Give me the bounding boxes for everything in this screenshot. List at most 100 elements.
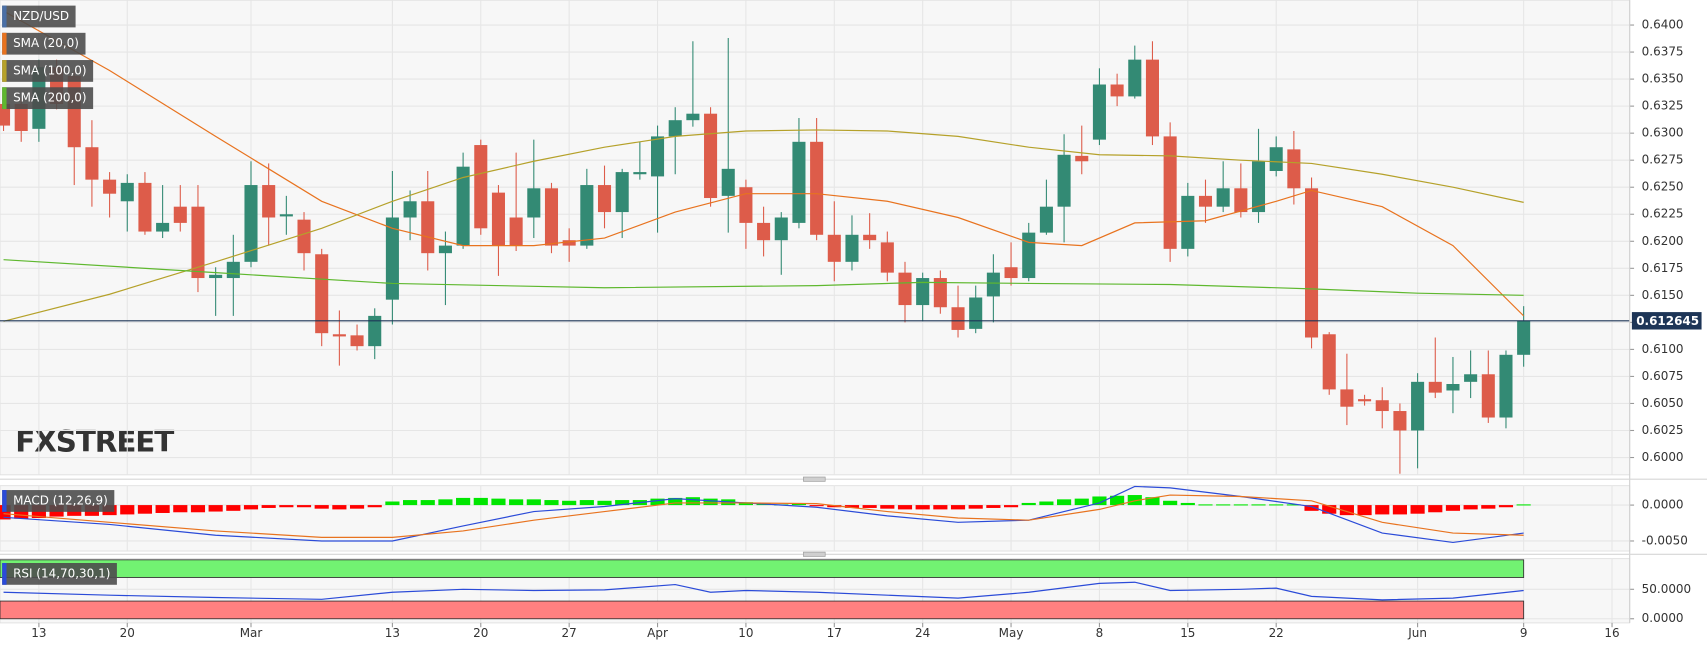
x-tick-label: May: [999, 626, 1024, 640]
y-tick-label: 0.6325: [1642, 99, 1684, 113]
candle-body: [1481, 374, 1495, 418]
rsi-line: [3, 581, 1524, 601]
candle-body: [1375, 400, 1389, 412]
macd-histogram-bar: [1375, 505, 1390, 515]
macd-histogram-bar: [1428, 505, 1443, 513]
candle-body: [1004, 267, 1018, 279]
legend-box: [2, 563, 117, 585]
candle-body: [615, 172, 629, 213]
candle-body: [792, 141, 806, 223]
macd-histogram-bar: [1145, 497, 1160, 506]
candle-body: [774, 217, 788, 241]
candle-body: [845, 234, 859, 262]
y-tick-label: 0.6100: [1642, 342, 1684, 356]
x-tick-label: Mar: [240, 626, 263, 640]
y-tick-label: 0.6400: [1642, 18, 1684, 32]
candle-body: [668, 120, 682, 137]
candle-body: [421, 201, 435, 254]
macd-histogram-bar: [1127, 495, 1142, 506]
macd-histogram-bar: [897, 505, 913, 510]
panel-backgrounds: FXSTREET: [0, 0, 1631, 624]
panel-dividers: [0, 476, 1707, 557]
macd-histogram-bar: [933, 505, 948, 510]
macd-histogram-bar: [0, 505, 11, 520]
candle-body: [1181, 195, 1195, 249]
candle-body: [827, 234, 841, 262]
candle-body: [1198, 195, 1213, 207]
legend-label: SMA (200,0): [13, 91, 87, 105]
y-tick-label: 50.0000: [1642, 582, 1692, 596]
legend-label: MACD (12,26,9): [13, 493, 108, 507]
y-tick-label: -0.0050: [1642, 533, 1688, 547]
last-price-tag: [1631, 312, 1702, 330]
macd-histogram-bar: [1092, 496, 1107, 506]
macd-histogram-bar: [456, 497, 471, 506]
legend-swatch: [2, 60, 7, 82]
x-tick-label: 13: [385, 626, 400, 640]
legend-swatch: [2, 563, 7, 585]
candle-body: [527, 188, 541, 218]
candle-body: [1234, 188, 1248, 213]
macd-histogram-bar: [791, 503, 807, 506]
macd-histogram-bar: [950, 505, 966, 510]
candle-body: [1358, 399, 1372, 402]
y-tick-label: 0.6350: [1642, 72, 1684, 86]
macd-histogram-bar: [986, 505, 1001, 508]
y-tick-label: 0.6225: [1642, 207, 1684, 221]
y-tick-label: 0.6050: [1642, 396, 1684, 410]
macd-histogram-bar: [685, 497, 700, 506]
candle-body: [1446, 384, 1460, 391]
panel-background: [0, 485, 1631, 552]
macd-histogram-bar: [738, 502, 753, 506]
macd-histogram-bar: [1322, 505, 1337, 514]
resize-handle[interactable]: [803, 551, 826, 557]
macd-histogram-bar: [1039, 501, 1054, 506]
rsi-band: [0, 600, 1525, 620]
sma-line: [3, 259, 1524, 296]
macd-histogram-bar: [1233, 504, 1248, 506]
macd-histogram-bar: [385, 501, 400, 506]
x-tick-label: 20: [473, 626, 488, 640]
candle-body: [1269, 147, 1283, 172]
x-tick-label: 24: [915, 626, 930, 640]
macd-histogram-bar: [1251, 504, 1266, 506]
macd-histogram-bar: [1180, 502, 1195, 506]
macd-histogram-bar: [1498, 505, 1514, 508]
candle-body: [757, 222, 771, 241]
candle-body: [85, 147, 99, 180]
candle-body: [863, 234, 877, 241]
candle-body: [173, 206, 187, 223]
x-tick-label: 27: [562, 626, 577, 640]
y-tick-label: 0.6025: [1642, 423, 1684, 437]
resize-handle[interactable]: [803, 476, 826, 482]
candle-body: [209, 274, 223, 279]
candle-body: [916, 278, 930, 306]
y-tick-label: 0.6075: [1642, 369, 1684, 383]
macd-histogram-bar: [668, 497, 683, 506]
macd-histogram-bar: [615, 500, 630, 506]
y-tick-label: 0.6200: [1642, 234, 1684, 248]
macd-histogram-bar: [562, 500, 577, 506]
macd-histogram-bar: [367, 505, 382, 508]
candle-body: [810, 141, 824, 235]
macd-histogram-bar: [1357, 505, 1372, 516]
candle-body: [297, 219, 311, 254]
candle-body: [350, 335, 364, 347]
macd-histogram-bar: [173, 505, 188, 513]
macd-histogram-bar: [120, 505, 135, 515]
macd-histogram-bar: [1392, 505, 1407, 515]
macd-histogram-bar: [296, 505, 312, 508]
macd-histogram-bar: [1163, 500, 1178, 506]
macd-histogram-bar: [438, 499, 453, 506]
y-tick-label: 0.6175: [1642, 261, 1684, 275]
candle-body: [1305, 188, 1319, 338]
macd-histogram-bar: [1198, 504, 1213, 506]
candle-body: [1145, 59, 1159, 137]
x-tick-label: 16: [1604, 626, 1619, 640]
macd-histogram-bar: [703, 498, 718, 506]
macd-histogram-bar: [1304, 505, 1319, 511]
legend-label: SMA (20,0): [13, 36, 79, 50]
macd-histogram-bar: [880, 505, 895, 509]
